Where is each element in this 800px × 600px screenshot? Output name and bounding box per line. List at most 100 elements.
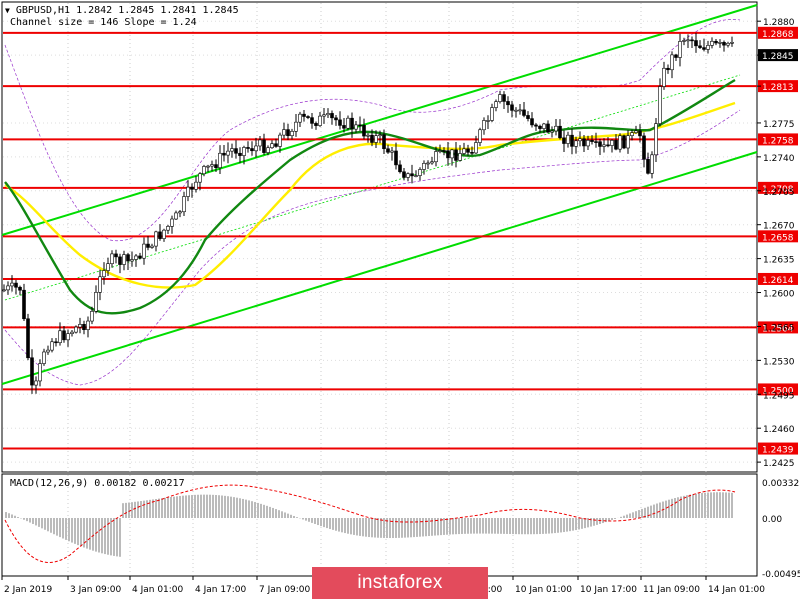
macd-bar — [530, 518, 532, 535]
time-tick-label: 14 Jan 01:00 — [708, 585, 765, 595]
macd-bar — [710, 492, 712, 518]
candle-body — [486, 120, 490, 122]
macd-bar — [578, 518, 580, 530]
macd-bar — [374, 518, 376, 538]
macd-bar — [527, 518, 529, 535]
macd-bar — [281, 511, 283, 518]
candle-body — [118, 256, 122, 265]
macd-bar — [389, 518, 391, 539]
candle-body — [450, 149, 454, 159]
macd-bar — [563, 518, 565, 533]
candle-body — [234, 148, 238, 154]
macd-bar — [545, 518, 547, 534]
macd-bar — [713, 492, 715, 518]
level-tag — [758, 133, 798, 146]
macd-panel-frame — [1, 473, 758, 577]
candle-body — [170, 218, 174, 227]
time-tick-label: 4 Jan 01:00 — [132, 585, 184, 595]
macd-bar — [386, 518, 388, 539]
macd-bar — [221, 495, 223, 518]
candle-body — [454, 149, 458, 161]
macd-bar — [311, 518, 313, 523]
candle-body — [506, 101, 510, 106]
candle-body — [54, 341, 58, 344]
macd-bar — [59, 518, 61, 538]
macd-bar — [86, 518, 88, 549]
price-tick-label: 1.2705 — [763, 188, 795, 198]
macd-bar — [560, 518, 562, 533]
macd-bar — [632, 512, 634, 518]
candle-body — [430, 161, 434, 164]
macd-bar — [362, 518, 364, 537]
candle-body — [474, 142, 478, 154]
macd-bar — [332, 518, 334, 530]
candle-body — [150, 245, 154, 248]
macd-bar — [380, 518, 382, 538]
price-axis: 1.28801.28451.27751.27401.27051.26701.26… — [757, 18, 800, 580]
level-tag — [758, 181, 798, 194]
candle-body — [42, 351, 46, 364]
macd-bar — [668, 499, 670, 518]
level-tag — [758, 80, 798, 93]
candle-body — [182, 196, 186, 213]
macd-bar — [473, 518, 475, 534]
candle-body — [114, 253, 118, 258]
macd-bar — [446, 518, 448, 535]
macd-bar — [230, 496, 232, 518]
trend-channel — [1, 4, 758, 385]
candle-body — [646, 158, 650, 174]
macd-bar — [14, 515, 16, 518]
level-tag — [758, 272, 798, 285]
macd-bar — [692, 494, 694, 518]
candle-body — [402, 171, 406, 178]
candle-body — [434, 151, 438, 163]
macd-bar — [638, 510, 640, 518]
price-tick-label: 1.2530 — [763, 357, 795, 367]
macd-bar — [128, 502, 130, 518]
candle-body — [610, 140, 614, 146]
channel-info: Channel size = 146 Slope = 1.24 — [10, 17, 197, 28]
candle-body — [50, 341, 54, 351]
bollinger-upper — [4, 19, 741, 242]
macd-bar — [440, 518, 442, 536]
macd-bar — [248, 500, 250, 518]
macd-bar — [74, 518, 76, 544]
candle-body — [398, 164, 402, 173]
candle-body — [214, 164, 218, 168]
candle-body — [78, 324, 82, 328]
candle-body — [230, 148, 234, 152]
macd-bar — [275, 509, 277, 518]
candle-body — [322, 114, 326, 117]
candle-body — [270, 143, 274, 149]
macd-bar — [272, 507, 274, 518]
candle-body — [534, 124, 538, 127]
macd-bar — [50, 518, 52, 533]
candle-body — [378, 134, 382, 137]
macd-bar — [296, 517, 298, 518]
macd-bar — [242, 498, 244, 518]
candle-body — [162, 229, 166, 239]
candle-body — [630, 132, 634, 136]
macd-bar — [377, 518, 379, 538]
macd-bar — [146, 500, 148, 518]
macd-bar — [116, 518, 118, 557]
candle-body — [70, 331, 74, 334]
collapse-triangle-icon[interactable]: ▼ — [5, 6, 10, 15]
macd-bar — [437, 518, 439, 536]
candle-body — [666, 67, 670, 71]
candle-body — [186, 186, 190, 197]
level-tag-label: 1.2708 — [762, 185, 794, 195]
candle-body — [422, 163, 426, 170]
price-levels: 1.2868 1.2813 1.2758 1.2708 1.2658 1.2614 1.25… — [3, 26, 798, 456]
macd-bar — [476, 518, 478, 534]
price-tick-label: 1.2740 — [763, 154, 795, 164]
current-price-tag — [758, 49, 798, 62]
candle-body — [2, 289, 6, 292]
candle-body — [310, 117, 314, 124]
macd-bar — [56, 518, 58, 536]
macd-bar — [416, 518, 418, 537]
candle-body — [34, 380, 38, 386]
macd-bar — [338, 518, 340, 532]
candle-body — [622, 135, 626, 149]
macd-bar — [134, 501, 136, 518]
